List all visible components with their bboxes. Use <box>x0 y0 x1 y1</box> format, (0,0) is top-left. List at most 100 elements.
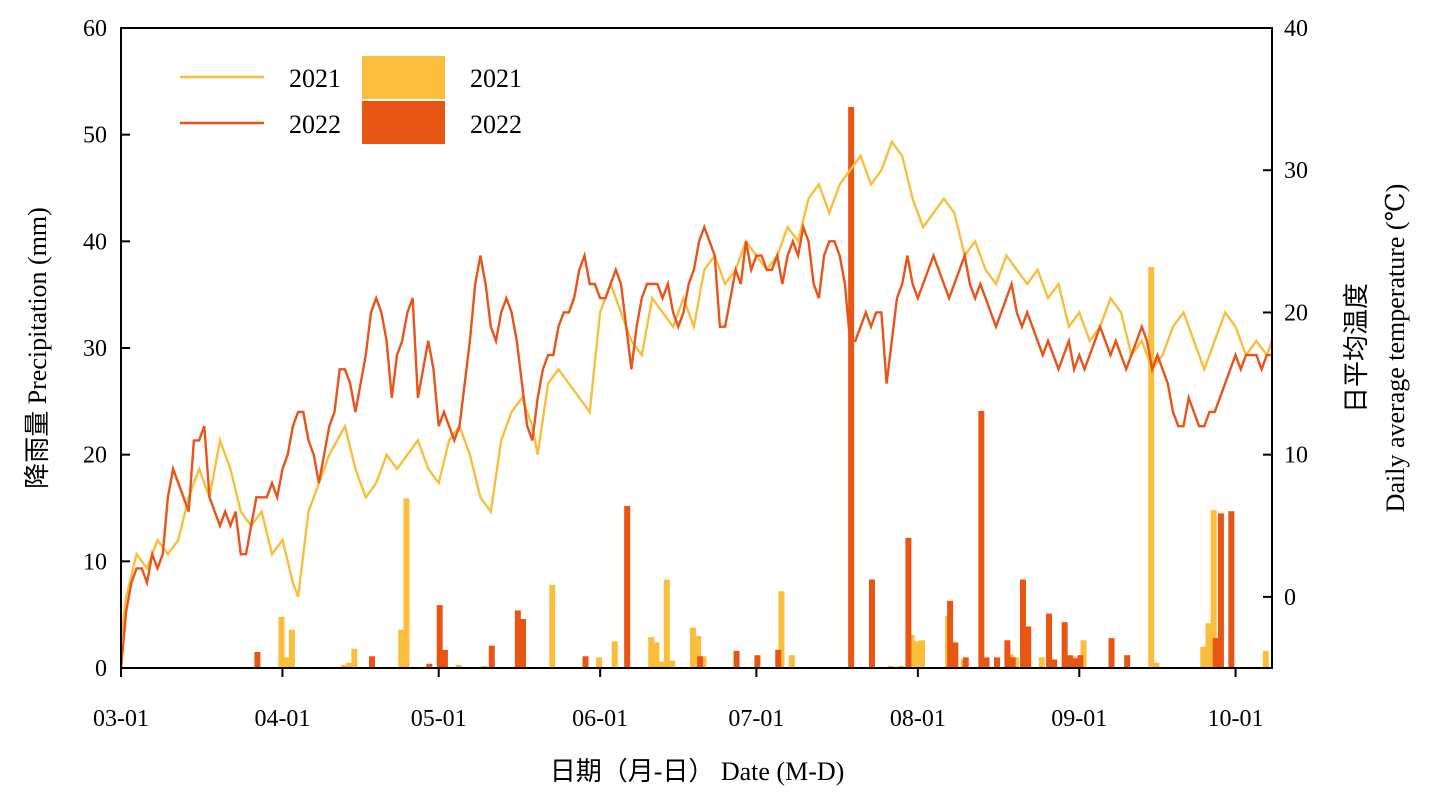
temperature-2022-line <box>119 222 1272 669</box>
right-y-axis-title-line1: 日平均温度 <box>1342 283 1371 413</box>
x-tick-label: 04-01 <box>254 706 310 732</box>
precipitation-2021-bar <box>658 661 665 668</box>
precipitation-2021-bar <box>403 498 410 668</box>
precipitation-2021-bar <box>700 656 707 668</box>
precipitation-2022-bar <box>514 610 521 668</box>
precipitation-2022-bar <box>952 642 959 668</box>
precipitation-2022-bar <box>254 652 261 668</box>
left-y-tick-label: 20 <box>83 443 107 469</box>
precipitation-2021-bar <box>919 640 926 668</box>
precipitation-2022-bar <box>983 657 990 668</box>
right-y-tick-label: 40 <box>1284 16 1308 42</box>
precipitation-2021-bar <box>1153 662 1160 668</box>
precipitation-2021-bar <box>1148 266 1155 668</box>
precipitation-2021-bar <box>663 579 670 668</box>
right-y-tick-label: 20 <box>1284 300 1308 326</box>
left-y-tick-label: 60 <box>83 16 107 42</box>
precipitation-2022-bar <box>1072 658 1079 668</box>
precipitation-2022-bar <box>754 655 761 668</box>
precipitation-2021-bar <box>908 634 915 668</box>
precipitation-2022-bar <box>426 663 433 668</box>
precipitation-2022-bar <box>1020 579 1027 668</box>
precipitation-2022-bar <box>488 645 495 668</box>
precipitation-2022-bar <box>848 106 855 668</box>
precipitation-2022-bar <box>733 650 740 668</box>
right-y-axis-title-line2: Daily average temperature (℃) <box>1381 184 1410 513</box>
precipitation-2022-bar <box>947 600 954 668</box>
precipitation-2021-bar <box>596 657 603 668</box>
precipitation-2021-bar <box>611 641 618 668</box>
x-tick-label: 07-01 <box>728 706 784 732</box>
legend-bar-2022-label: 2022 <box>470 110 522 139</box>
x-tick-label: 06-01 <box>572 706 628 732</box>
precipitation-2022-bar <box>1004 640 1011 668</box>
precipitation-2022-bar <box>905 537 912 668</box>
precipitation-2021-bar <box>778 591 785 668</box>
precipitation-2021-bar <box>1038 657 1045 668</box>
legend-bar-2021 <box>362 56 445 99</box>
precipitation-2021-bar <box>346 662 353 668</box>
precipitation-2021-bar <box>288 629 295 668</box>
precipitation-2022-bar <box>1025 626 1032 668</box>
right-y-tick-label: 0 <box>1284 585 1296 611</box>
precipitation-2022-bar <box>441 649 448 668</box>
legend-line-2021-label: 2021 <box>289 64 341 93</box>
axes: 0 10 20 30 40 50 60 0 10 20 30 40 03-01 04-01 05-01 06-… <box>83 16 1308 732</box>
precipitation-2022-bar <box>1061 622 1068 668</box>
precipitation-2021-bar <box>1205 623 1212 668</box>
left-y-tick-label: 50 <box>83 123 107 149</box>
precipitation-2022-bar <box>520 618 527 668</box>
precipitation-2021-bar <box>455 664 462 668</box>
x-tick-label: 10-01 <box>1208 706 1264 732</box>
precipitation-2022-bar <box>978 410 985 668</box>
precipitation-2022-bar <box>868 579 875 668</box>
precipitation-2021-bar <box>648 637 655 668</box>
precipitation-2021-bar <box>689 627 696 668</box>
legend-line-2022-label: 2022 <box>289 110 341 139</box>
precipitation-2021-bar <box>1080 640 1087 668</box>
precipitation-2022-bar <box>993 657 1000 668</box>
precipitation-2022-bar <box>1066 655 1073 668</box>
legend-bar-2021-label: 2021 <box>470 64 522 93</box>
precipitation-2022-bar <box>697 656 704 668</box>
precipitation-2021-bar <box>1200 646 1207 668</box>
precipitation-2021-bar <box>669 660 676 668</box>
precipitation-2021-bar <box>549 584 556 668</box>
precipitation-2021-bar <box>351 648 358 668</box>
precipitation-2021-bar <box>1262 650 1269 668</box>
left-y-tick-label: 30 <box>83 336 107 362</box>
legend-bar-2022 <box>362 101 445 144</box>
precipitation-2022-bar <box>1124 655 1131 668</box>
precipitation-2022-bar <box>1228 511 1235 668</box>
precipitation-2022-bar <box>624 505 631 668</box>
precipitation-2021-bar <box>283 657 290 668</box>
left-y-tick-label: 0 <box>95 656 107 682</box>
precipitation-2022-bar <box>775 649 782 668</box>
precipitation-2022-bar <box>1009 657 1016 668</box>
precipitation-2022-bar <box>1077 655 1084 668</box>
left-y-tick-label: 40 <box>83 229 107 255</box>
x-tick-label: 05-01 <box>411 706 467 732</box>
precipitation-2022-bar <box>1217 513 1224 668</box>
precipitation-2021-bar <box>913 641 920 668</box>
precipitation-2022-bar <box>582 656 589 668</box>
precipitation-2022-bar <box>1108 638 1115 668</box>
precipitation-2021-bar <box>887 665 894 668</box>
precipitation-2022-bar <box>1051 659 1058 668</box>
legend: 2021 2022 2021 2022 <box>180 56 522 144</box>
precipitation-2021-bar <box>898 665 905 668</box>
precipitation-2021-bar <box>278 616 285 668</box>
precipitation-2021-bar <box>695 636 702 668</box>
left-y-axis-title: 降雨量 Precipitation (mm) <box>23 207 52 489</box>
precipitation-2021-bar <box>340 664 347 668</box>
x-tick-label: 03-01 <box>93 706 149 732</box>
precipitation-2021-bar <box>653 642 660 668</box>
temperature-2021-line <box>119 139 1274 640</box>
precipitation-2022-bar <box>1212 638 1219 668</box>
precipitation-2022-bar <box>368 656 375 668</box>
precipitation-2021-bar <box>1012 657 1019 668</box>
x-axis-title: 日期（月-日） Date (M-D) <box>550 757 845 786</box>
precipitation-2022-bar <box>1046 613 1053 668</box>
precipitation-2021-bar <box>481 665 488 668</box>
